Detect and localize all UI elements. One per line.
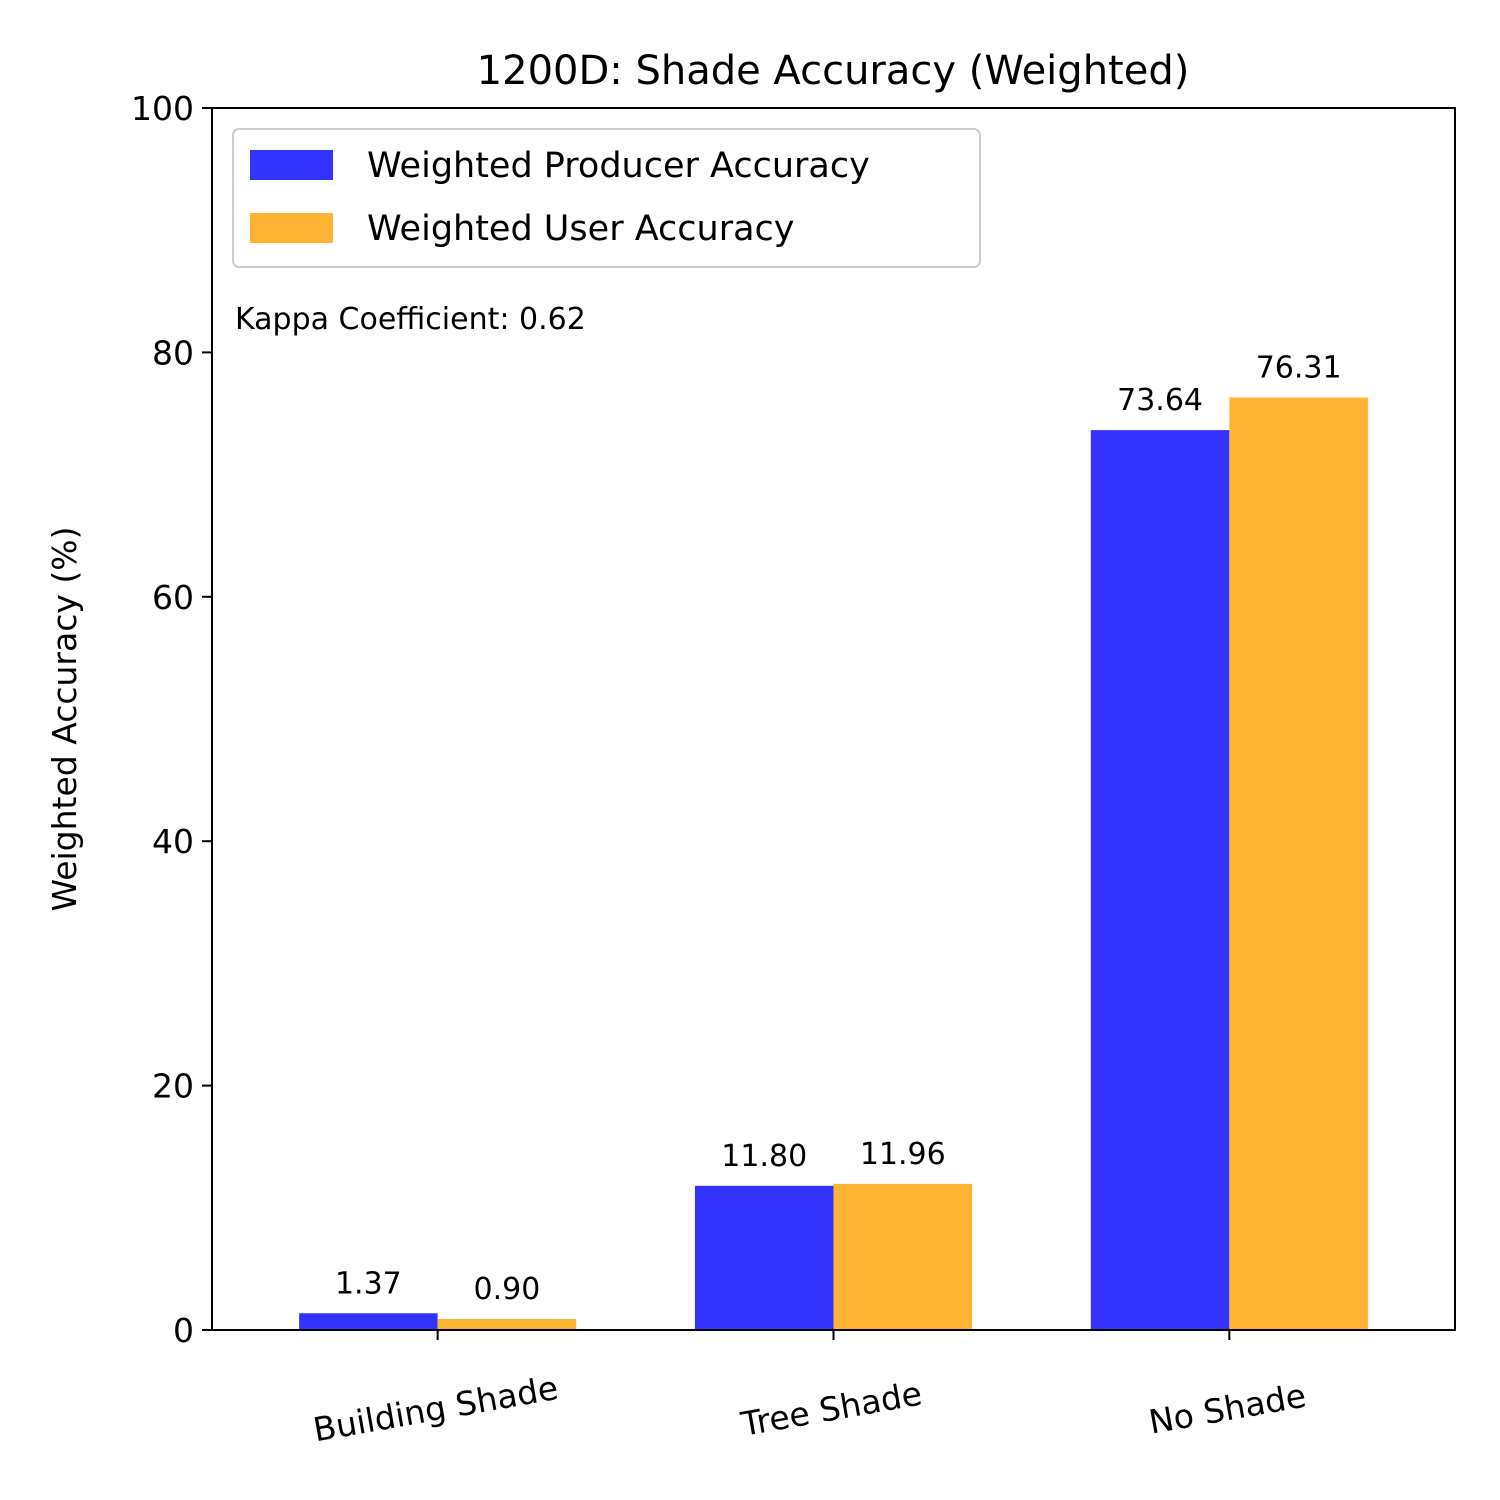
legend-frame xyxy=(232,128,981,268)
bar-user-2 xyxy=(1229,397,1368,1330)
legend-label-producer: Weighted Producer Accuracy xyxy=(367,146,870,186)
legend-swatch-user xyxy=(250,213,333,243)
x-tick-label: No Shade xyxy=(1146,1376,1309,1442)
y-tick-label: 80 xyxy=(152,333,194,372)
y-axis: 0 20 40 60 80 100 xyxy=(131,89,212,1350)
value-labels-layer: 1.37 11.80 73.64 0.90 11.96 76.31 xyxy=(335,350,1342,1307)
legend-label-user: Weighted User Accuracy xyxy=(367,209,795,249)
legend: Weighted Producer Accuracy Weighted User… xyxy=(232,128,981,268)
y-tick-label: 0 xyxy=(173,1311,194,1350)
value-label-producer-0: 1.37 xyxy=(335,1266,402,1301)
bar-producer-2 xyxy=(1090,430,1230,1330)
kappa-annotation: Kappa Coefficient: 0.62 xyxy=(235,302,586,337)
y-tick-label: 60 xyxy=(152,578,194,617)
y-axis-label: Weighted Accuracy (%) xyxy=(45,527,84,912)
bar-user-0 xyxy=(437,1319,577,1330)
value-label-user-2: 76.31 xyxy=(1256,350,1342,385)
bar-producer-1 xyxy=(694,1185,834,1330)
y-tick-label: 40 xyxy=(152,822,194,861)
bar-user-1 xyxy=(833,1183,973,1330)
value-label-producer-1: 11.80 xyxy=(721,1139,807,1174)
value-label-user-1: 11.96 xyxy=(860,1137,946,1172)
x-axis: Building Shade Tree Shade No Shade xyxy=(310,1330,1309,1449)
value-label-producer-2: 73.64 xyxy=(1117,383,1203,418)
y-tick-label: 20 xyxy=(152,1067,194,1106)
chart-title: 1200D: Shade Accuracy (Weighted) xyxy=(477,48,1190,94)
legend-swatch-producer xyxy=(250,150,333,180)
value-label-user-0: 0.90 xyxy=(474,1272,541,1307)
x-tick-label: Building Shade xyxy=(310,1368,561,1449)
bar-producer-0 xyxy=(299,1313,438,1330)
x-tick-label: Tree Shade xyxy=(737,1374,925,1444)
y-tick-label: 100 xyxy=(131,89,194,128)
bars-layer xyxy=(299,397,1368,1330)
